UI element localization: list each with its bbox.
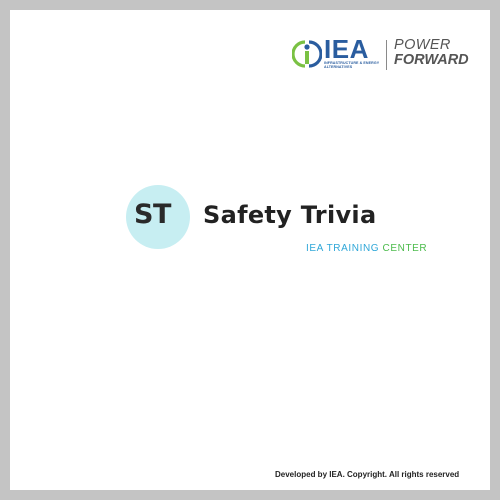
training-center-subtitle: IEA TRAINING CENTER — [306, 243, 427, 255]
logo-divider — [386, 40, 387, 70]
tagline-forward: FORWARD — [394, 52, 469, 68]
st-badge-text: ST — [134, 199, 171, 230]
app-title: Safety Trivia — [203, 201, 377, 229]
copyright-footer: Developed by IEA. Copyright. All rights … — [275, 470, 460, 479]
iea-wordmark: IEA — [324, 34, 369, 64]
iea-logo: IEA INFRASTRUCTURE & ENERGY ALTERNATIVES… — [282, 30, 472, 76]
iea-emblem-icon — [292, 40, 322, 68]
splash-card — [10, 10, 490, 490]
st-badge-circle — [126, 185, 190, 249]
iea-subtitle: INFRASTRUCTURE & ENERGY ALTERNATIVES — [324, 61, 380, 69]
tagline-power: POWER — [394, 37, 451, 53]
subtitle-part-blue: IEA TRAINING — [306, 243, 383, 254]
subtitle-part-green: CENTER — [382, 243, 428, 254]
